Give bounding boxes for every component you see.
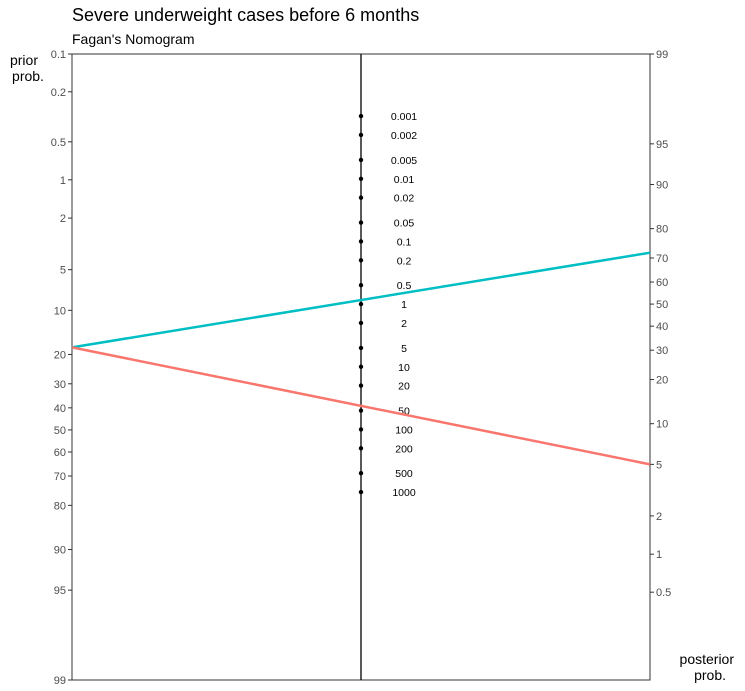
right-tick-label: 0.5	[656, 587, 671, 599]
lr-point	[358, 176, 364, 181]
series-line	[71, 346, 651, 466]
lr-label: 0.2	[397, 255, 412, 267]
left-tick-label: 5	[60, 265, 66, 277]
left-tick-label: 10	[54, 305, 66, 317]
right-tick-label: 70	[656, 253, 668, 265]
left-tick-label: 60	[54, 447, 66, 459]
lr-point	[358, 446, 364, 451]
left-axis-title-line2: prob.	[12, 68, 44, 84]
right-tick-label: 5	[656, 459, 662, 471]
right-axis: 99 95 90 80 70 60 50 40 30 20 10 5 2 1 0.5	[650, 49, 671, 599]
lr-label: 50	[398, 406, 410, 418]
lr-point	[358, 283, 364, 288]
right-tick-label: 99	[656, 49, 668, 61]
lr-label: 1	[401, 299, 407, 311]
lr-point	[358, 471, 364, 476]
lr-point	[358, 157, 364, 163]
right-tick-label: 20	[656, 375, 668, 387]
lr-point	[358, 195, 364, 200]
left-tick-label: 50	[54, 425, 66, 437]
lr-point	[358, 383, 364, 388]
lr-point	[358, 408, 364, 413]
series-line	[71, 251, 651, 349]
right-tick-label: 30	[656, 345, 668, 357]
lr-label: 0.01	[394, 174, 415, 186]
lr-label: 10	[398, 362, 410, 374]
lr-label: 200	[395, 443, 413, 455]
left-tick-label: 95	[54, 585, 66, 597]
right-tick-label: 2	[656, 511, 662, 523]
lr-point	[358, 220, 364, 225]
right-axis-title-line1: posterior	[680, 651, 735, 667]
lr-label: 0.05	[394, 218, 415, 230]
right-tick-label: 40	[656, 321, 668, 333]
left-tick-label: 0.2	[51, 87, 66, 99]
left-axis: 0.1 0.2 0.5 1 2 5 10 20 30 40 50 60 70 80 90 95 99	[51, 49, 72, 687]
right-tick-label: 90	[656, 180, 668, 192]
lr-point	[358, 113, 364, 119]
lr-label: 0.5	[397, 280, 412, 292]
right-axis-title-line2: prob.	[694, 667, 726, 683]
lr-point	[358, 427, 364, 432]
lr-label: 20	[398, 381, 410, 393]
lr-label: 0.1	[397, 236, 412, 248]
lr-point	[358, 301, 364, 307]
right-tick-label: 95	[656, 139, 668, 151]
left-tick-label: 99	[54, 675, 66, 687]
left-tick-label: 1	[60, 175, 66, 187]
left-tick-label: 40	[54, 403, 66, 415]
left-tick-label: 20	[54, 349, 66, 361]
lr-point	[358, 132, 364, 138]
lr-point	[358, 489, 364, 495]
lr-point	[358, 239, 364, 244]
lr-point	[358, 258, 364, 263]
right-tick-label: 50	[656, 299, 668, 311]
left-tick-label: 90	[54, 544, 66, 556]
right-tick-label: 1	[656, 549, 662, 561]
chart-subtitle: Fagan's Nomogram	[72, 31, 195, 47]
left-axis-title-line1: prior	[10, 52, 38, 68]
lr-label: 0.001	[391, 111, 417, 123]
lr-label: 0.02	[394, 193, 415, 205]
lr-point	[358, 345, 364, 351]
chart-title: Severe underweight cases before 6 months	[72, 5, 419, 25]
lr-point	[358, 364, 364, 369]
lr-label: 5	[401, 343, 407, 355]
left-tick-label: 30	[54, 379, 66, 391]
lr-label: 2	[401, 318, 407, 330]
lr-label: 100	[395, 424, 413, 436]
lr-label: 500	[395, 468, 413, 480]
lr-label: 1000	[392, 487, 416, 499]
left-tick-label: 0.1	[51, 49, 66, 61]
series-lines	[71, 251, 651, 466]
left-tick-label: 0.5	[51, 137, 66, 149]
left-tick-label: 70	[54, 471, 66, 483]
likelihood-ratio-marks: 1000 500 200 100 50 20 10 5 2 1 0.5 0.2 0.1 0.05 0.02 0…	[358, 111, 417, 499]
lr-label: 0.002	[391, 130, 417, 142]
lr-label: 0.005	[391, 155, 417, 167]
lr-point	[358, 320, 364, 326]
right-tick-label: 60	[656, 277, 668, 289]
left-tick-label: 80	[54, 500, 66, 512]
right-tick-label: 80	[656, 224, 668, 236]
left-tick-label: 2	[60, 213, 66, 225]
right-tick-label: 10	[656, 419, 668, 431]
